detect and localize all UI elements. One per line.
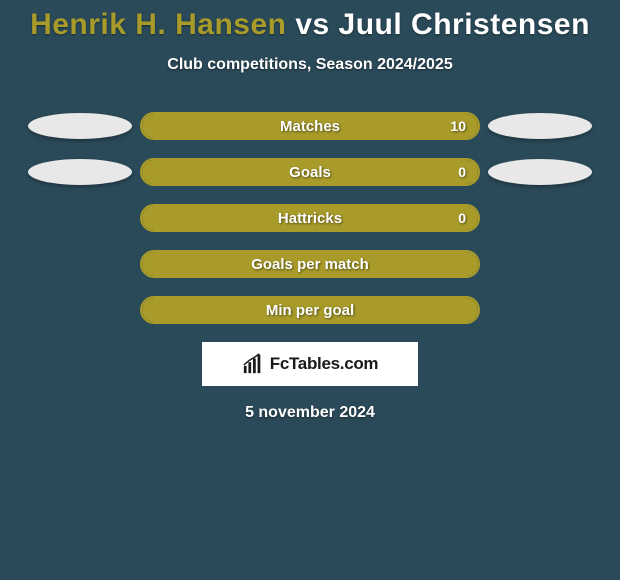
vs-text: vs bbox=[295, 8, 329, 41]
stat-value-right: 10 bbox=[450, 118, 466, 134]
stat-bar: Min per goal bbox=[140, 296, 480, 324]
left-marker-slot bbox=[20, 159, 140, 185]
stat-row: Hattricks0 bbox=[0, 204, 620, 232]
stat-label: Min per goal bbox=[142, 302, 478, 319]
right-ellipse bbox=[488, 113, 592, 139]
stat-row: Min per goal bbox=[0, 296, 620, 324]
stat-row: Matches10 bbox=[0, 112, 620, 140]
stat-value-right: 0 bbox=[458, 164, 466, 180]
page-title: Henrik H. Hansen vs Juul Christensen bbox=[30, 8, 590, 42]
stat-row: Goals0 bbox=[0, 158, 620, 186]
right-marker-slot bbox=[480, 113, 600, 139]
stat-label: Hattricks bbox=[142, 210, 478, 227]
stat-label: Matches bbox=[142, 118, 478, 135]
stat-value-right: 0 bbox=[458, 210, 466, 226]
stat-bar: Matches10 bbox=[140, 112, 480, 140]
player2-name: Juul Christensen bbox=[339, 8, 590, 41]
stat-bar: Goals per match bbox=[140, 250, 480, 278]
left-marker-slot bbox=[20, 113, 140, 139]
stat-row: Goals per match bbox=[0, 250, 620, 278]
chart-icon bbox=[242, 353, 264, 375]
left-ellipse bbox=[28, 113, 132, 139]
stat-bar: Goals0 bbox=[140, 158, 480, 186]
left-ellipse bbox=[28, 159, 132, 185]
player1-name: Henrik H. Hansen bbox=[30, 8, 286, 41]
brand-badge: FcTables.com bbox=[202, 342, 418, 386]
date-stamp: 5 november 2024 bbox=[245, 404, 375, 422]
right-ellipse bbox=[488, 159, 592, 185]
stat-bar: Hattricks0 bbox=[140, 204, 480, 232]
stat-label: Goals bbox=[142, 164, 478, 181]
stat-label: Goals per match bbox=[142, 256, 478, 273]
brand-text: FcTables.com bbox=[270, 354, 379, 374]
stats-container: Matches10Goals0Hattricks0Goals per match… bbox=[0, 112, 620, 324]
right-marker-slot bbox=[480, 159, 600, 185]
subtitle: Club competitions, Season 2024/2025 bbox=[167, 56, 452, 74]
